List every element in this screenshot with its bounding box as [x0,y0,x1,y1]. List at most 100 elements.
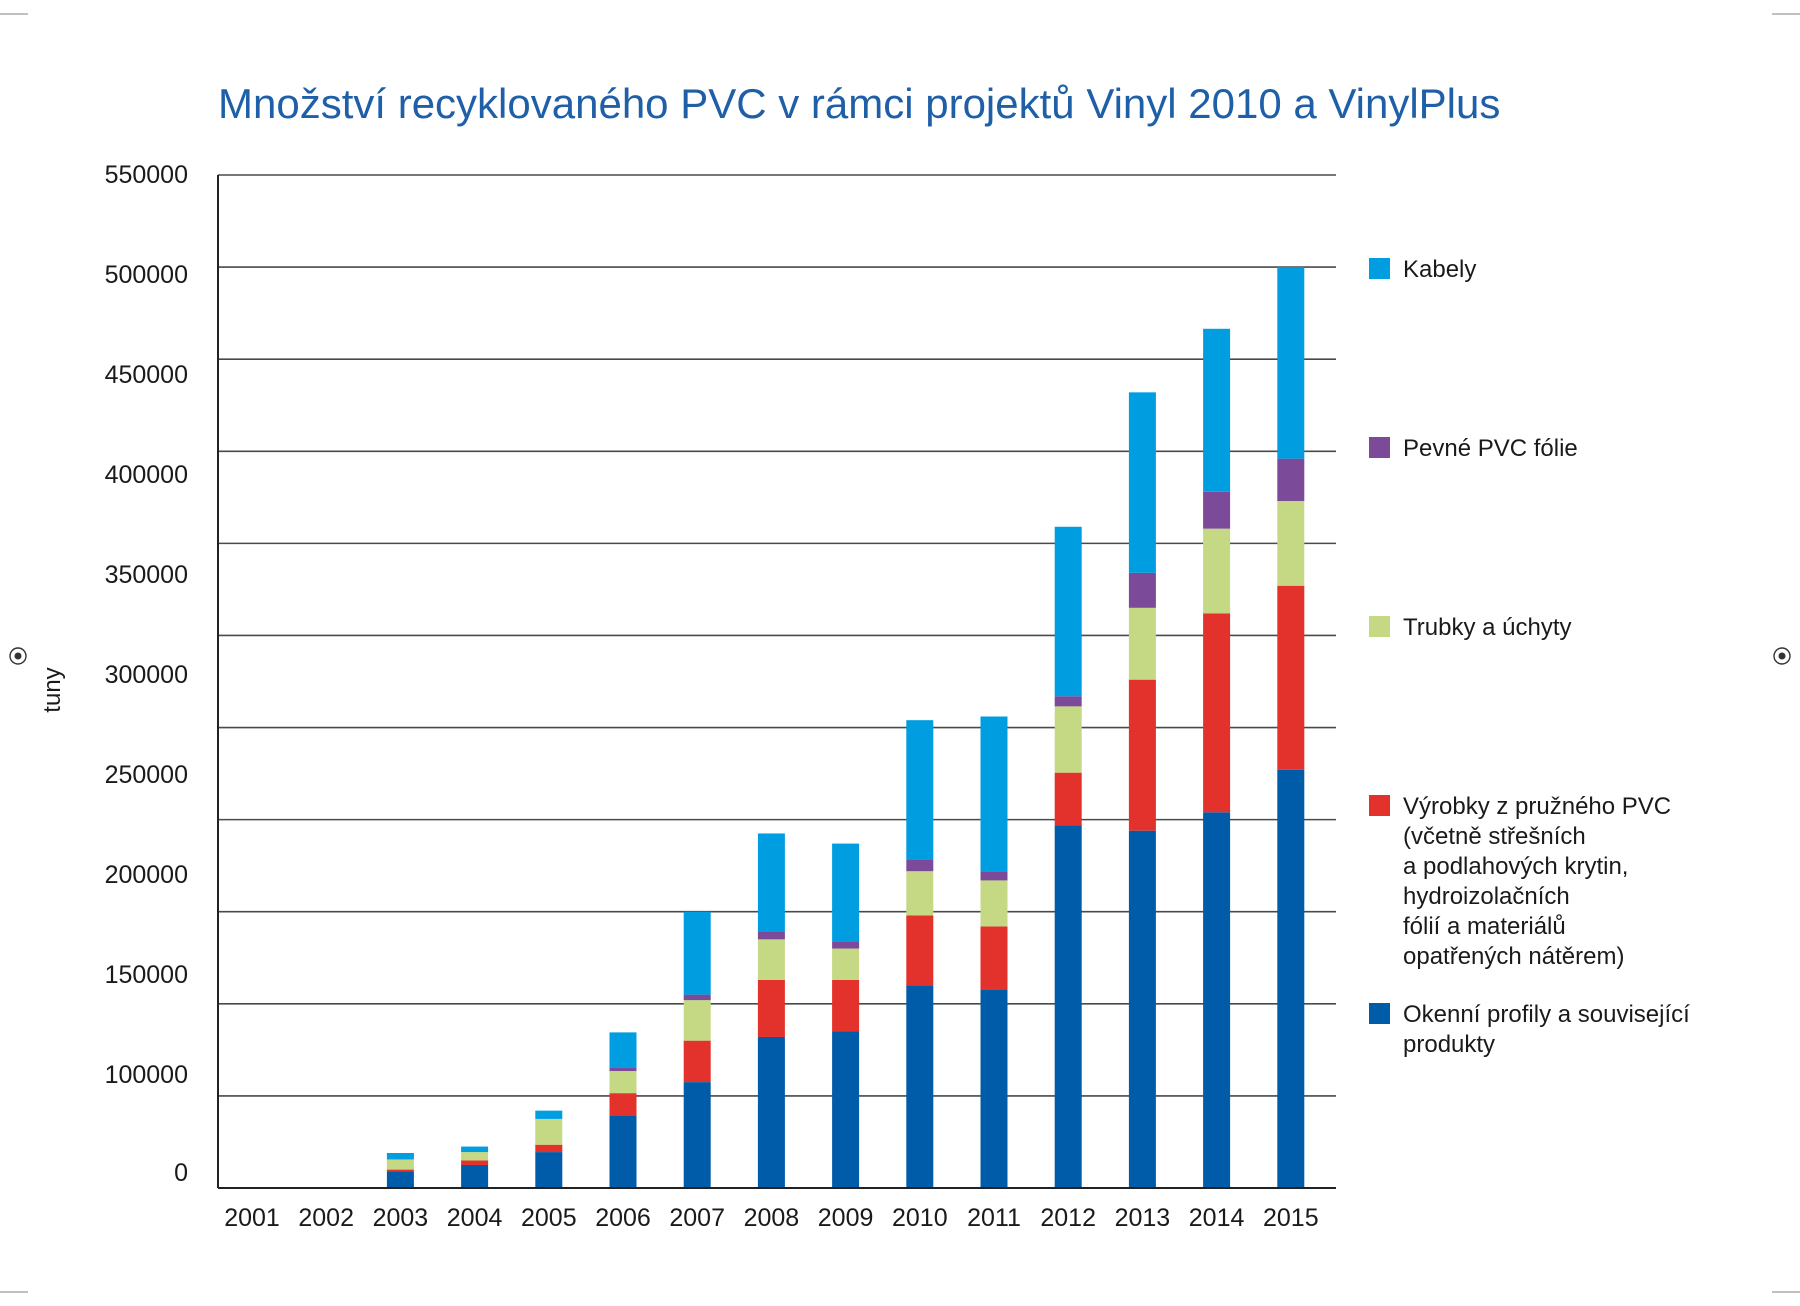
bar-segment [461,1152,489,1161]
legend-label: a podlahových krytin, [1403,853,1628,880]
bar-segment [1203,613,1231,813]
y-tick-label: 0 [174,1159,188,1187]
bar-segment [832,979,860,1032]
bar-segment [683,994,711,1001]
y-tick-label: 300000 [105,661,188,689]
x-tick-label: 2010 [892,1204,948,1232]
chart-title: Množství recyklovaného PVC v rámci proje… [218,80,1500,127]
bar-segment [461,1160,489,1165]
bar-segment [1277,458,1305,502]
legend-label: Kabely [1403,256,1476,283]
bar-segment [609,1093,637,1116]
legend-swatch [1369,616,1390,637]
legend-label: Výrobky z pružného PVC [1403,793,1671,820]
y-tick-label: 350000 [105,561,188,589]
axes: 0 100000 150000 200000 250000 300000 350000 400… [105,161,1336,1232]
bar-segment [1203,328,1231,492]
bar-segment [980,716,1008,872]
legend-label: fólií a materiálů [1403,913,1566,940]
bar-segment [386,1169,414,1172]
bar-segment [1054,825,1082,1188]
legend-label: opatřených nátěrem) [1403,943,1624,970]
legend-label: produkty [1403,1031,1495,1058]
bar-segment [683,1000,711,1041]
bar-segment [535,1152,563,1188]
x-tick-label: 2007 [669,1204,725,1232]
bars [386,267,1305,1188]
bar-segment [461,1146,489,1153]
bar-segment [683,1040,711,1083]
y-tick-label: 200000 [105,861,188,889]
legend-swatch [1369,1003,1390,1024]
x-tick-label: 2003 [373,1204,429,1232]
bar-segment [1054,696,1082,707]
x-tick-label: 2001 [224,1204,280,1232]
bar-segment [386,1153,414,1160]
bar-segment [535,1144,563,1153]
bar-segment [1054,526,1082,697]
bar-segment [757,1036,785,1188]
legend-label: (včetně střešních [1403,823,1586,850]
y-tick-label: 450000 [105,361,188,389]
y-tick-label: 150000 [105,961,188,989]
bar-segment [1054,706,1082,773]
bar-segment [832,941,860,949]
x-tick-label: 2009 [818,1204,874,1232]
bar-segment [757,939,785,980]
x-tick-label: 2015 [1263,1204,1319,1232]
bar-segment [757,931,785,940]
bar-segment [683,911,711,995]
legend: Kabely Pevné PVC fólie Trubky a úchyty Výro… [1369,256,1690,1058]
bar-segment [1128,572,1156,608]
registration-mark-right [1773,647,1791,665]
bar-segment [906,720,934,860]
bar-segment [461,1164,489,1188]
bar-segment [906,985,934,1188]
bar-segment [1277,501,1305,586]
y-tick-label: 100000 [105,1061,188,1089]
bar-segment [683,1082,711,1188]
x-tick-label: 2012 [1040,1204,1096,1232]
bar-segment [1128,392,1156,573]
bar-segment [386,1171,414,1188]
bar-segment [906,915,934,986]
bar-segment [757,979,785,1037]
x-tick-label: 2014 [1189,1204,1245,1232]
bar-segment [609,1032,637,1068]
y-tick-label: 400000 [105,461,188,489]
bar-segment [757,833,785,932]
x-tick-label: 2008 [744,1204,800,1232]
bar-segment [1128,679,1156,831]
legend-swatch [1369,437,1390,458]
bar-segment [535,1110,563,1119]
bar-segment [1203,491,1231,529]
bar-segment [980,926,1008,991]
bar-segment [609,1071,637,1094]
x-tick-label: 2002 [298,1204,354,1232]
legend-label: Okenní profily a související [1403,1001,1690,1028]
x-tick-label: 2011 [967,1204,1021,1232]
y-tick-label: 550000 [105,161,188,189]
legend-label: hydroizolačních [1403,883,1570,910]
bar-segment [1277,769,1305,1188]
bar-segment [609,1067,637,1072]
bar-segment [1128,830,1156,1188]
bar-segment [1277,267,1305,459]
bar-segment [832,843,860,942]
bar-segment [1128,607,1156,680]
legend-label: Trubky a úchyty [1403,614,1572,641]
y-axis-label: tuny [39,667,66,712]
bar-segment [1203,812,1231,1188]
bar-segment [832,948,860,980]
bar-segment [1203,528,1231,614]
x-tick-label: 2004 [447,1204,503,1232]
bar-segment [1054,772,1082,826]
bar-segment [386,1159,414,1170]
legend-label: Pevné PVC fólie [1403,435,1578,462]
bar-segment [980,871,1008,881]
registration-mark-left [9,647,27,665]
y-tick-label: 500000 [105,261,188,289]
bar-segment [980,990,1008,1188]
y-tick-label: 250000 [105,761,188,789]
